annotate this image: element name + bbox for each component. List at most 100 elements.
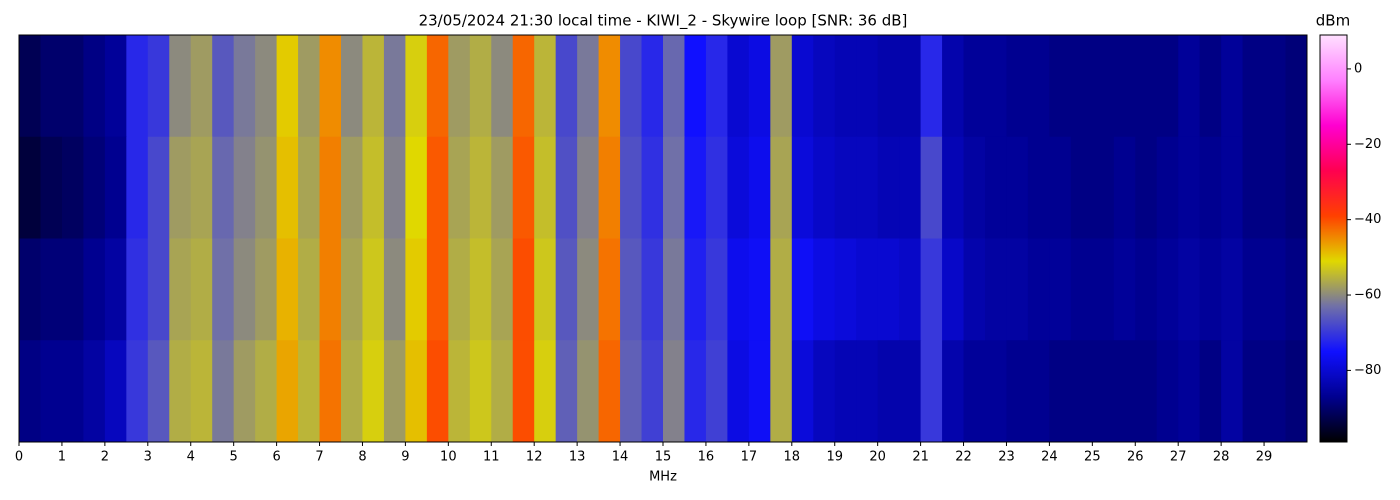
heatmap-cell [834, 238, 857, 341]
heatmap-cell [1242, 238, 1265, 341]
heatmap-cell [770, 35, 793, 138]
x-tick-label: 5 [230, 450, 238, 465]
heatmap-cell [362, 340, 385, 443]
heatmap-cell [1070, 136, 1093, 239]
heatmap-cell [920, 136, 943, 239]
heatmap-cell [577, 136, 600, 239]
heatmap-cell [663, 238, 685, 341]
heatmap-cell [705, 136, 728, 239]
heatmap-cell [1070, 340, 1093, 443]
heatmap-cell [426, 340, 449, 443]
heatmap-cell [491, 238, 514, 341]
x-tick-label: 26 [1127, 450, 1144, 465]
heatmap-cell [83, 136, 106, 239]
heatmap-cell [770, 238, 793, 341]
heatmap-cell [985, 136, 1007, 239]
heatmap-cell [598, 238, 621, 341]
heatmap-cell [147, 136, 170, 239]
heatmap-cell [1285, 238, 1308, 341]
heatmap-cell [748, 340, 771, 443]
x-tick-label: 15 [655, 450, 672, 465]
heatmap-cell [1285, 35, 1308, 138]
heatmap-cell [233, 238, 256, 341]
heatmap-cell [1027, 136, 1050, 239]
x-tick-label: 23 [998, 450, 1015, 465]
heatmap-cell [383, 238, 406, 341]
heatmap-cell [813, 136, 836, 239]
heatmap-cell [19, 35, 41, 138]
heatmap-cell [19, 238, 41, 341]
heatmap-cell [1135, 136, 1158, 239]
heatmap-cell [362, 35, 385, 138]
heatmap-cell [169, 340, 192, 443]
heatmap-cell [705, 35, 728, 138]
heatmap-cell [1006, 35, 1029, 138]
x-tick-label: 27 [1170, 450, 1187, 465]
heatmap-cell [1178, 340, 1201, 443]
heatmap-cell [856, 136, 879, 239]
heatmap-cell [963, 136, 986, 239]
heatmap-cell [813, 238, 836, 341]
heatmap-cell [255, 340, 278, 443]
heatmap-cell [1264, 35, 1287, 138]
heatmap-cell [899, 136, 922, 239]
heatmap-cell [1242, 340, 1265, 443]
heatmap-cell [126, 238, 149, 341]
heatmap-cell [319, 238, 342, 341]
heatmap-cell [1135, 340, 1158, 443]
heatmap-cell [1049, 340, 1072, 443]
heatmap-cell [383, 340, 406, 443]
heatmap-cell [1221, 35, 1244, 138]
heatmap-cell [555, 136, 578, 239]
heatmap-cell [791, 340, 814, 443]
x-tick-label: 6 [272, 450, 280, 465]
heatmap-cell [1006, 340, 1029, 443]
heatmap-cell [1113, 136, 1136, 239]
heatmap-cell [620, 136, 643, 239]
colorbar-label: dBm [1316, 12, 1350, 30]
heatmap-cell [383, 35, 406, 138]
heatmap-cell [1178, 238, 1201, 341]
heatmap-cell [705, 238, 728, 341]
heatmap-cell [856, 340, 879, 443]
heatmap-cell [1049, 238, 1072, 341]
heatmap-cell [169, 35, 192, 138]
heatmap-cell [469, 340, 492, 443]
heatmap-cell [705, 340, 728, 443]
heatmap-cell [104, 238, 127, 341]
heatmap-cell [405, 340, 428, 443]
heatmap-cell [319, 136, 342, 239]
heatmap-cell [856, 35, 879, 138]
heatmap-cell [190, 136, 213, 239]
heatmap-cell [212, 340, 235, 443]
heatmap-cell [534, 35, 557, 138]
heatmap-cell [83, 238, 106, 341]
heatmap-cell [298, 35, 321, 138]
heatmap-cell [1070, 35, 1093, 138]
heatmap-cell [791, 136, 814, 239]
heatmap-cell [899, 340, 922, 443]
heatmap-cell [1049, 136, 1072, 239]
heatmap-cell [663, 340, 685, 443]
heatmap-cell [663, 136, 685, 239]
colorbar-tick-label: −40 [1354, 212, 1381, 227]
heatmap-cell [1264, 340, 1287, 443]
heatmap-cell [255, 35, 278, 138]
heatmap-cell [577, 238, 600, 341]
heatmap-cell [920, 35, 943, 138]
heatmap-cell [190, 238, 213, 341]
heatmap-cell [126, 340, 149, 443]
heatmap-cell [1199, 340, 1222, 443]
heatmap-cell [298, 136, 321, 239]
heatmap-cell [147, 238, 170, 341]
heatmap-cell [1135, 35, 1158, 138]
heatmap-cell [169, 238, 192, 341]
heatmap-cell [534, 340, 557, 443]
heatmap-cell [147, 340, 170, 443]
heatmap-cell [620, 238, 643, 341]
heatmap-cell [791, 238, 814, 341]
heatmap-cell [276, 238, 299, 341]
heatmap-cell [813, 340, 836, 443]
heatmap-cell [1006, 238, 1029, 341]
heatmap-cell [1113, 238, 1136, 341]
